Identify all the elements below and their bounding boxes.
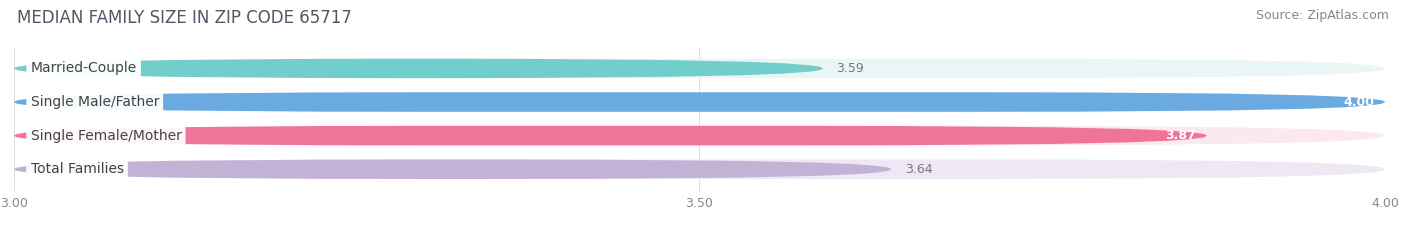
Text: Single Female/Mother: Single Female/Mother [31, 129, 181, 143]
Text: 3.87: 3.87 [1166, 129, 1195, 142]
Text: Married-Couple: Married-Couple [31, 62, 136, 75]
Text: 3.59: 3.59 [837, 62, 865, 75]
Text: 4.00: 4.00 [1343, 96, 1374, 109]
FancyBboxPatch shape [14, 159, 1385, 179]
Text: Single Male/Father: Single Male/Father [31, 95, 159, 109]
FancyBboxPatch shape [14, 126, 1206, 145]
Text: Total Families: Total Families [31, 162, 124, 176]
FancyBboxPatch shape [14, 92, 1385, 112]
Text: Source: ZipAtlas.com: Source: ZipAtlas.com [1256, 9, 1389, 22]
Text: 3.64: 3.64 [905, 163, 932, 176]
FancyBboxPatch shape [14, 159, 891, 179]
FancyBboxPatch shape [14, 92, 1385, 112]
FancyBboxPatch shape [14, 59, 823, 78]
FancyBboxPatch shape [14, 126, 1385, 145]
Text: MEDIAN FAMILY SIZE IN ZIP CODE 65717: MEDIAN FAMILY SIZE IN ZIP CODE 65717 [17, 9, 352, 27]
FancyBboxPatch shape [14, 59, 1385, 78]
